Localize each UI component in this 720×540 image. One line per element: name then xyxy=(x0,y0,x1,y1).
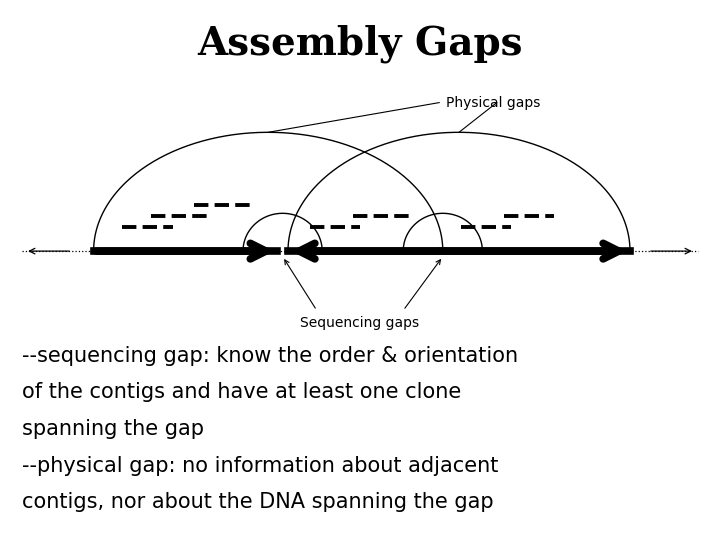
Text: contigs, nor about the DNA spanning the gap: contigs, nor about the DNA spanning the … xyxy=(22,492,493,512)
Text: Assembly Gaps: Assembly Gaps xyxy=(197,24,523,63)
Text: --physical gap: no information about adjacent: --physical gap: no information about adj… xyxy=(22,456,498,476)
Text: Sequencing gaps: Sequencing gaps xyxy=(300,316,420,330)
Text: --sequencing gap: know the order & orientation: --sequencing gap: know the order & orien… xyxy=(22,346,518,366)
Text: of the contigs and have at least one clone: of the contigs and have at least one clo… xyxy=(22,382,461,402)
Text: spanning the gap: spanning the gap xyxy=(22,419,204,439)
Text: Physical gaps: Physical gaps xyxy=(446,96,541,110)
